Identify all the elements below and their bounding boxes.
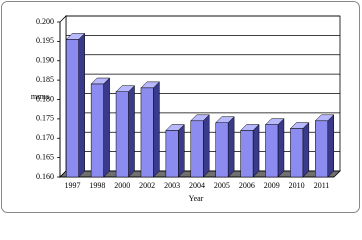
x-tick-label: 2009 <box>264 181 280 190</box>
y-tick-label: 0.180 <box>36 94 54 103</box>
y-tick-label: 0.170 <box>36 133 54 142</box>
bar <box>140 87 154 178</box>
x-tick-label: 1997 <box>64 181 80 190</box>
bar-side <box>302 121 310 178</box>
bar <box>315 120 329 178</box>
bar <box>290 128 304 178</box>
y-tick-label: 0.175 <box>36 114 54 123</box>
x-axis-label: Year <box>189 194 204 203</box>
bar-side <box>202 114 210 178</box>
y-tick-label: 0.185 <box>36 75 54 84</box>
bar-side <box>327 114 335 178</box>
y-tick-label: 0.200 <box>36 17 54 26</box>
x-tick-label: 1998 <box>89 181 105 190</box>
bar <box>240 130 254 178</box>
bar <box>190 120 204 178</box>
x-tick-label: 2011 <box>314 181 330 190</box>
y-tick-label: 0.165 <box>36 152 54 161</box>
bar <box>65 39 79 178</box>
page: mrms Year 0.160 0.165 0.170 0.175 0.180 0.185… <box>1 1 360 213</box>
y-tick-label: 0.160 <box>36 172 54 181</box>
bar-side <box>277 118 285 178</box>
bar <box>265 124 279 178</box>
x-tick-label: 2003 <box>164 181 180 190</box>
bar <box>165 130 179 178</box>
side-wall <box>59 15 67 178</box>
chart: mrms Year 0.160 0.165 0.170 0.175 0.180 0.185… <box>1 1 360 213</box>
y-tick-label: 0.195 <box>36 36 54 45</box>
bar <box>115 91 129 178</box>
x-tick-label: 2006 <box>239 181 255 190</box>
bar-side <box>128 85 135 178</box>
y-axis-label: mrms <box>31 92 49 101</box>
bar <box>215 122 229 178</box>
bar <box>90 83 104 178</box>
bar-side <box>178 123 185 178</box>
x-tick-label: 2004 <box>189 181 205 190</box>
bar-side <box>153 81 160 178</box>
bar-side <box>252 123 260 178</box>
bar-side <box>103 77 110 178</box>
x-tick-label: 2002 <box>139 181 155 190</box>
x-tick-label: 2000 <box>114 181 130 190</box>
bar-side <box>78 32 85 178</box>
x-tick-label: 2010 <box>289 181 305 190</box>
y-tick-label: 0.190 <box>36 56 54 65</box>
bar-side <box>227 116 235 178</box>
x-tick-label: 2005 <box>214 181 230 190</box>
